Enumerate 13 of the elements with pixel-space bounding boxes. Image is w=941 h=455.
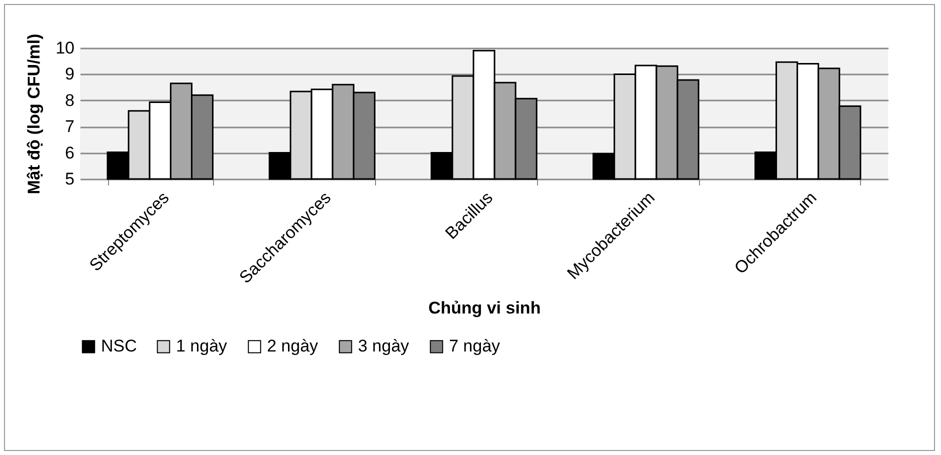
- y-tick-label: 7: [65, 117, 74, 136]
- y-tick-label: 5: [65, 170, 74, 188]
- y-tick-label: 8: [65, 90, 74, 110]
- legend-label: 7 ngày: [449, 336, 501, 356]
- y-tick-label: 9: [65, 64, 74, 84]
- y-axis-title: Mật độ (log CFU/ml): [24, 34, 44, 194]
- y-tick-label: 6: [65, 143, 74, 162]
- x-axis-title: Chủng vi sinh: [428, 298, 541, 318]
- y-tick-label: 10: [56, 38, 74, 58]
- legend-label: 2 ngày: [267, 336, 319, 356]
- legend-label: 1 ngày: [176, 336, 228, 356]
- legend-label: 3 ngày: [358, 336, 410, 356]
- legend-label: NSC: [101, 336, 137, 356]
